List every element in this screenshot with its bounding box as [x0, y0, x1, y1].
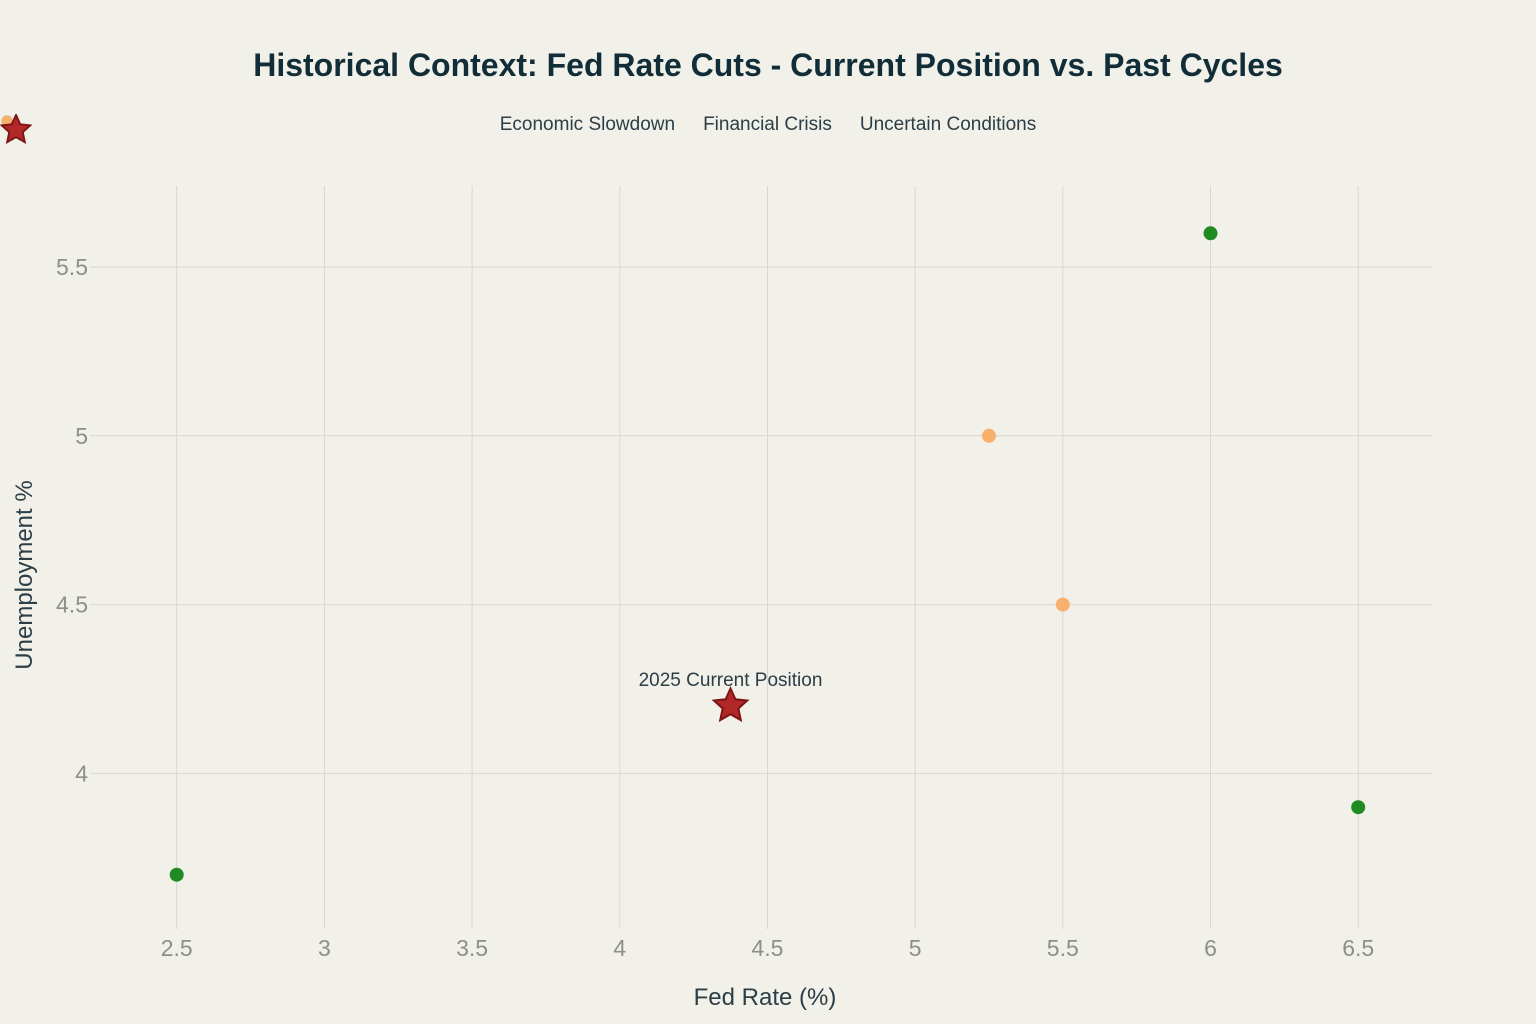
data-point-star[interactable] [711, 685, 750, 723]
data-point[interactable] [1203, 226, 1218, 241]
points-layer [169, 226, 1366, 882]
legend-item-financial-crisis[interactable]: Financial Crisis [1, 114, 832, 136]
x-tick-label: 4.5 [752, 935, 784, 961]
x-tick-label: 2.5 [161, 935, 193, 961]
y-axis-title: Unemployment % [11, 480, 38, 669]
y-tick-label: 5 [75, 423, 88, 449]
x-tick-label: 4 [613, 935, 626, 961]
x-tick-label: 6 [1204, 935, 1217, 961]
x-tick-label: 3.5 [456, 935, 488, 961]
x-tick-label: 5 [909, 935, 922, 961]
y-tick-label: 4.5 [56, 592, 88, 618]
y-tick-label: 5.5 [56, 254, 88, 280]
y-tick-label: 4 [75, 760, 88, 786]
data-point[interactable] [169, 867, 184, 882]
legend-label: Uncertain Conditions [859, 114, 1037, 135]
data-point[interactable] [1351, 800, 1366, 815]
chart-title: Historical Context: Fed Rate Cuts - Curr… [253, 47, 1283, 83]
star-icon [0, 114, 32, 144]
data-point[interactable] [1055, 597, 1070, 612]
x-axis-title: Fed Rate (%) [694, 984, 837, 1011]
legend-item-uncertain-conditions[interactable]: Uncertain Conditions [0, 114, 1037, 144]
legend-label: Financial Crisis [703, 114, 832, 135]
legend: Economic Slowdown Financial Crisis Uncer… [0, 114, 1536, 144]
annotation-2025-current-position: 2025 Current Position [639, 670, 823, 691]
legend-label: Economic Slowdown [499, 114, 676, 135]
x-tick-label: 6.5 [1342, 935, 1374, 961]
grid-layer: 2.5 3 3.5 4 4.5 5 5.5 6 6.5 4 4.5 5 5.5 [56, 186, 1432, 961]
legend-item-economic-slowdown[interactable]: Economic Slowdown [1, 114, 676, 136]
x-tick-label: 3 [318, 935, 331, 961]
x-tick-label: 5.5 [1047, 935, 1079, 961]
data-point[interactable] [982, 428, 996, 443]
